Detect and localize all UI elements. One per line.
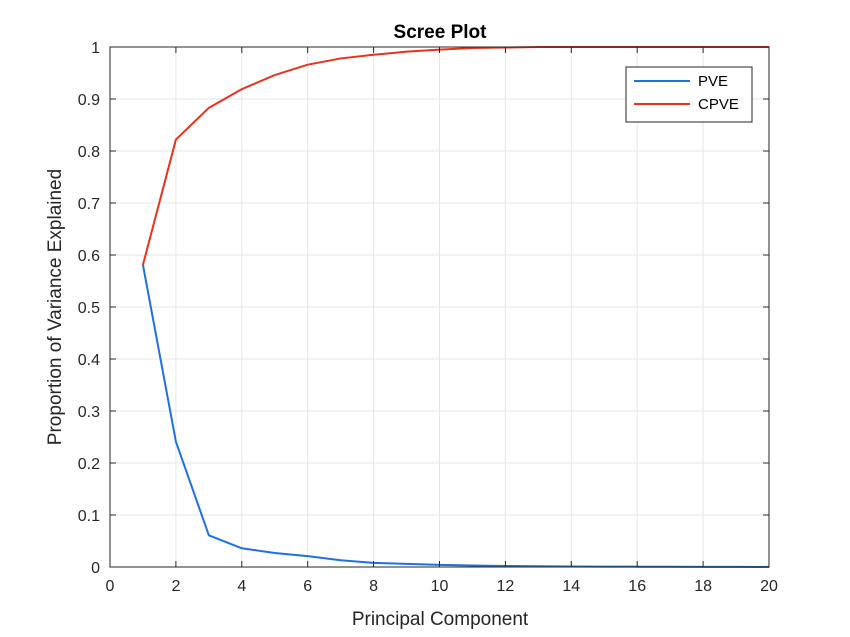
cpve-point xyxy=(405,51,408,53)
x-tick-label: 18 xyxy=(694,578,712,595)
cpve-point xyxy=(142,264,144,266)
x-tick-label: 8 xyxy=(369,578,378,595)
pve-point xyxy=(340,559,342,561)
x-tick-label: 16 xyxy=(628,578,646,595)
cpve-point xyxy=(241,88,243,90)
chart-title: Scree Plot xyxy=(394,22,488,43)
pve-point xyxy=(405,563,408,565)
cpve-point xyxy=(340,57,342,60)
y-tick-label: 0.7 xyxy=(78,196,100,213)
x-tick-label: 4 xyxy=(237,578,246,595)
y-tick-label: 0.4 xyxy=(78,352,100,369)
cpve-point xyxy=(471,47,474,49)
pve-point xyxy=(274,552,276,554)
legend-pve-label: PVE xyxy=(698,73,728,90)
x-tick-label: 20 xyxy=(760,578,778,595)
x-tick-label: 2 xyxy=(171,578,180,595)
y-axis-label: Proportion of Variance Explained xyxy=(45,169,66,445)
cpve-point xyxy=(274,74,276,76)
y-tick-label: 0 xyxy=(91,560,100,577)
x-tick-label: 12 xyxy=(497,578,515,595)
x-tick-label: 14 xyxy=(562,578,580,595)
y-tick-labels: 0 0.1 0.2 0.3 0.4 0.5 0.6 0.7 0.8 0.9 1 xyxy=(78,40,100,577)
y-tick-label: 0.1 xyxy=(78,508,100,525)
y-tick-label: 0.9 xyxy=(78,92,100,109)
cpve-point xyxy=(175,138,177,141)
pve-point xyxy=(471,564,474,567)
y-tick-label: 0.5 xyxy=(78,300,100,317)
y-tick-label: 1 xyxy=(91,40,100,57)
pve-point xyxy=(208,534,210,536)
axis-ticks xyxy=(109,46,770,568)
pve-point xyxy=(241,547,243,549)
y-tick-label: 0.2 xyxy=(78,456,100,473)
y-tick-label: 0.6 xyxy=(78,248,100,265)
legend-cpve-label: CPVE xyxy=(698,96,739,113)
x-tick-label: 0 xyxy=(106,578,115,595)
cpve-point xyxy=(373,54,375,56)
x-tick-label: 10 xyxy=(431,578,449,595)
cpve-point xyxy=(208,107,210,109)
legend: PVE CPVE xyxy=(625,66,753,123)
cpve-point xyxy=(307,64,309,66)
legend-box xyxy=(625,66,753,123)
y-tick-label: 0.8 xyxy=(78,144,100,161)
x-tick-label: 6 xyxy=(303,578,312,595)
pve-point xyxy=(175,441,177,443)
x-tick-labels: 0 2 4 6 8 10 12 14 16 18 20 xyxy=(106,578,778,595)
y-tick-label: 0.3 xyxy=(78,404,100,421)
pve-point xyxy=(307,555,309,557)
x-axis-label: Principal Component xyxy=(352,609,529,630)
